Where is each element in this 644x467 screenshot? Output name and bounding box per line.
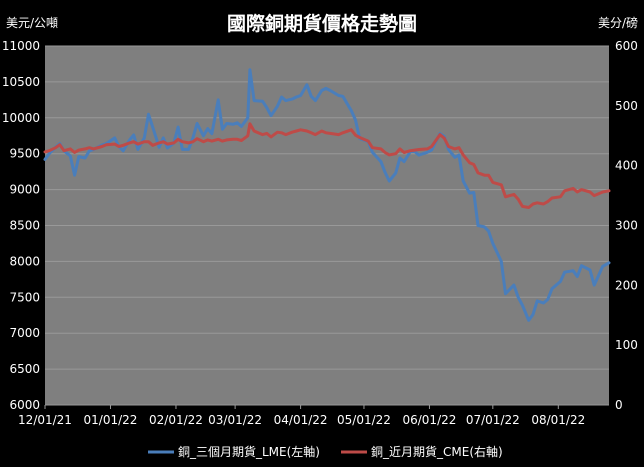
left-tick-label: 9000 [9, 183, 40, 197]
right-tick-label: 300 [615, 219, 638, 233]
right-tick-label: 600 [615, 39, 638, 53]
legend: 銅_三個月期貨_LME(左軸) 銅_近月期貨_CME(右軸) [148, 444, 503, 459]
gridlines [45, 45, 609, 406]
left-axis-unit: 美元/公噸 [6, 16, 58, 30]
series-lines [43, 68, 611, 322]
right-axis-unit: 美分/磅 [598, 15, 638, 30]
right-tick-label: 500 [615, 99, 638, 113]
left-tick-label: 7500 [9, 290, 40, 304]
x-tick-label: 04/01/22 [274, 413, 328, 427]
left-tick-label: 8000 [9, 254, 40, 268]
x-tick-label: 07/01/22 [466, 413, 520, 427]
x-tick-label: 02/01/22 [149, 413, 203, 427]
right-tick-label: 0 [615, 398, 623, 412]
left-tick-label: 10000 [2, 111, 40, 125]
lme-series-line [43, 68, 611, 322]
chart-title: 國際銅期貨價格走勢圖 [227, 12, 417, 35]
right-tick-label: 200 [615, 278, 638, 292]
right-tick-label: 100 [615, 338, 638, 352]
legend-label: 銅_三個月期貨_LME(左軸) [178, 444, 320, 459]
left-tick-label: 9500 [9, 147, 40, 161]
right-tick-label: 400 [615, 159, 638, 173]
x-tick-label: 01/01/22 [84, 413, 138, 427]
x-axis-ticks: 12/01/21 01/01/22 02/01/22 03/01/22 04/01/22… [18, 405, 585, 427]
x-tick-label: 06/01/22 [402, 413, 456, 427]
legend-label: 銅_近月期貨_CME(右軸) [371, 444, 503, 459]
left-tick-label: 6500 [9, 362, 40, 376]
left-axis-ticks: 6000 6500 7000 7500 8000 8500 9000 9500 10000 105… [2, 39, 40, 412]
left-tick-label: 6000 [9, 398, 40, 412]
x-tick-label: 05/01/22 [337, 413, 391, 427]
x-tick-label: 08/01/22 [531, 413, 585, 427]
cme-series-line [43, 122, 611, 209]
x-tick-label: 03/01/22 [208, 413, 262, 427]
x-tick-label: 12/01/21 [18, 413, 72, 427]
left-tick-label: 7000 [9, 326, 40, 340]
left-tick-label: 11000 [2, 39, 40, 53]
right-axis-ticks: 0 100 200 300 400 500 600 [615, 39, 638, 412]
left-tick-label: 8500 [9, 219, 40, 233]
left-tick-label: 10500 [2, 75, 40, 89]
